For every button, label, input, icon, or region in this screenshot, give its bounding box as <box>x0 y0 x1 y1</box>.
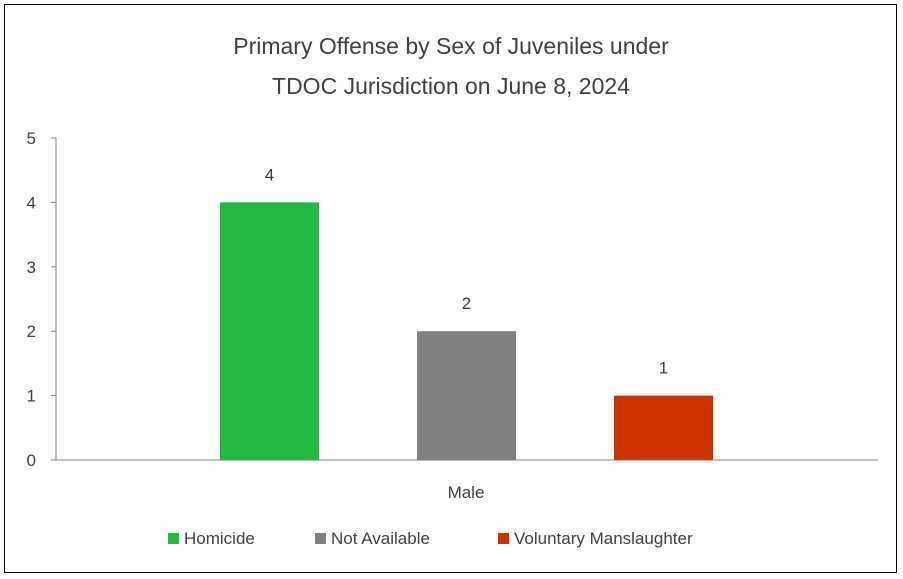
data-label: 2 <box>462 294 471 313</box>
data-label: 4 <box>265 165 274 184</box>
bars-group <box>220 202 713 460</box>
data-label: 1 <box>659 359 668 378</box>
legend-swatch <box>168 533 179 544</box>
legend-swatch <box>315 533 326 544</box>
y-tick-label: 1 <box>27 387 36 406</box>
chart-frame <box>4 4 897 573</box>
legend-label: Not Available <box>331 529 430 548</box>
y-tick-label: 4 <box>27 193 36 212</box>
bar-not-available <box>417 331 516 460</box>
chart-title-line-1: Primary Offense by Sex of Juveniles unde… <box>233 33 669 59</box>
y-tick-label: 0 <box>27 451 36 470</box>
y-tick-label: 5 <box>27 129 36 148</box>
legend-swatch <box>498 533 509 544</box>
y-axis: 0 1 2 3 4 5 <box>27 129 57 470</box>
y-tick-label: 3 <box>27 258 36 277</box>
bar-homicide <box>220 202 319 460</box>
chart-title-line-2: TDOC Jurisdiction on June 8, 2024 <box>272 73 630 99</box>
data-labels-group: 4 2 1 <box>265 165 668 377</box>
y-tick-label: 2 <box>27 322 36 341</box>
bar-voluntary-manslaughter <box>614 395 713 460</box>
x-category-label: Male <box>448 483 485 502</box>
legend-label: Voluntary Manslaughter <box>514 529 693 548</box>
legend: Homicide Not Available Voluntary Manslaugh… <box>168 529 693 548</box>
legend-label: Homicide <box>184 529 255 548</box>
